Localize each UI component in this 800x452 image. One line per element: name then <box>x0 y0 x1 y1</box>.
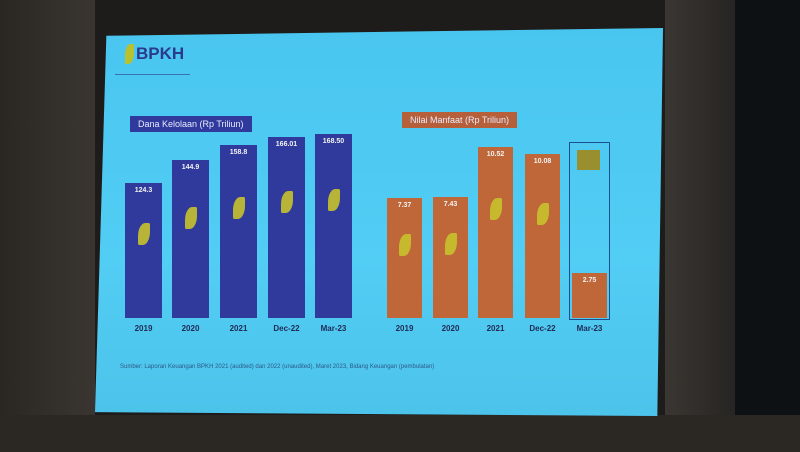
source-note: Sumber: Laporan Keuangan BPKH 2021 (audi… <box>120 364 435 370</box>
chart-title-nilai-manfaat: Nilai Manfaat (Rp Triliun) <box>402 112 518 128</box>
data-label: 144.9 <box>181 164 200 172</box>
leaf-icon <box>489 197 502 220</box>
x-tick-label: 2021 <box>486 324 505 333</box>
data-label: 124.3 <box>134 186 153 194</box>
x-tick-label: Dec-22 <box>273 324 300 333</box>
data-label: 10.52 <box>486 150 505 158</box>
leaf-icon <box>232 196 245 219</box>
x-tick-label: 2019 <box>395 324 414 333</box>
x-tick-label: Mar-23 <box>320 324 347 333</box>
target-label-box <box>577 149 600 170</box>
x-tick-label: 2021 <box>229 324 248 333</box>
bpkh-logo: BPKH <box>125 44 184 64</box>
room-background-right <box>665 0 800 452</box>
bar: 158.8 <box>220 144 257 318</box>
bar: 168.50 <box>315 134 352 318</box>
leaf-icon <box>444 233 457 256</box>
room-background-bottom <box>0 415 800 452</box>
x-tick-label: Dec-22 <box>529 324 556 333</box>
room-background-left <box>0 0 95 452</box>
data-label: 7.43 <box>443 200 458 208</box>
data-label: 166.01 <box>275 141 298 149</box>
bar: 166.01 <box>268 137 305 318</box>
logo-underline <box>115 74 190 75</box>
projected-slide: BPKH Dana Kelolaan (Rp Triliun) Nilai Ma… <box>95 28 663 416</box>
bar: 144.9 <box>172 160 209 318</box>
leaf-icon <box>327 189 340 212</box>
x-tick-label: 2020 <box>181 324 200 333</box>
bar: 7.43 <box>433 196 468 318</box>
chart-title-dana-kelolaan: Dana Kelolaan (Rp Triliun) <box>130 116 252 132</box>
leaf-icon <box>137 223 150 246</box>
bar: 7.37 <box>387 197 422 318</box>
data-label: 168.50 <box>322 138 345 146</box>
leaf-icon <box>125 44 134 64</box>
bar: 2.75 <box>572 273 607 318</box>
logo-text: BPKH <box>136 44 185 63</box>
data-label: 7.37 <box>397 201 412 209</box>
data-label: 2.75 <box>582 277 597 285</box>
x-tick-label: Mar-23 <box>576 324 603 333</box>
leaf-icon <box>184 207 197 230</box>
data-label: 10.08 <box>533 157 552 165</box>
bar: 10.52 <box>478 146 513 318</box>
x-tick-label: 2019 <box>134 324 153 333</box>
target-outline <box>569 141 610 320</box>
leaf-icon <box>398 233 411 256</box>
data-label: 158.8 <box>229 148 248 156</box>
bar: 10.08 <box>525 153 560 318</box>
x-tick-label: 2020 <box>441 324 460 333</box>
leaf-icon <box>536 202 549 225</box>
leaf-icon <box>280 191 293 214</box>
bar: 124.3 <box>125 182 162 318</box>
